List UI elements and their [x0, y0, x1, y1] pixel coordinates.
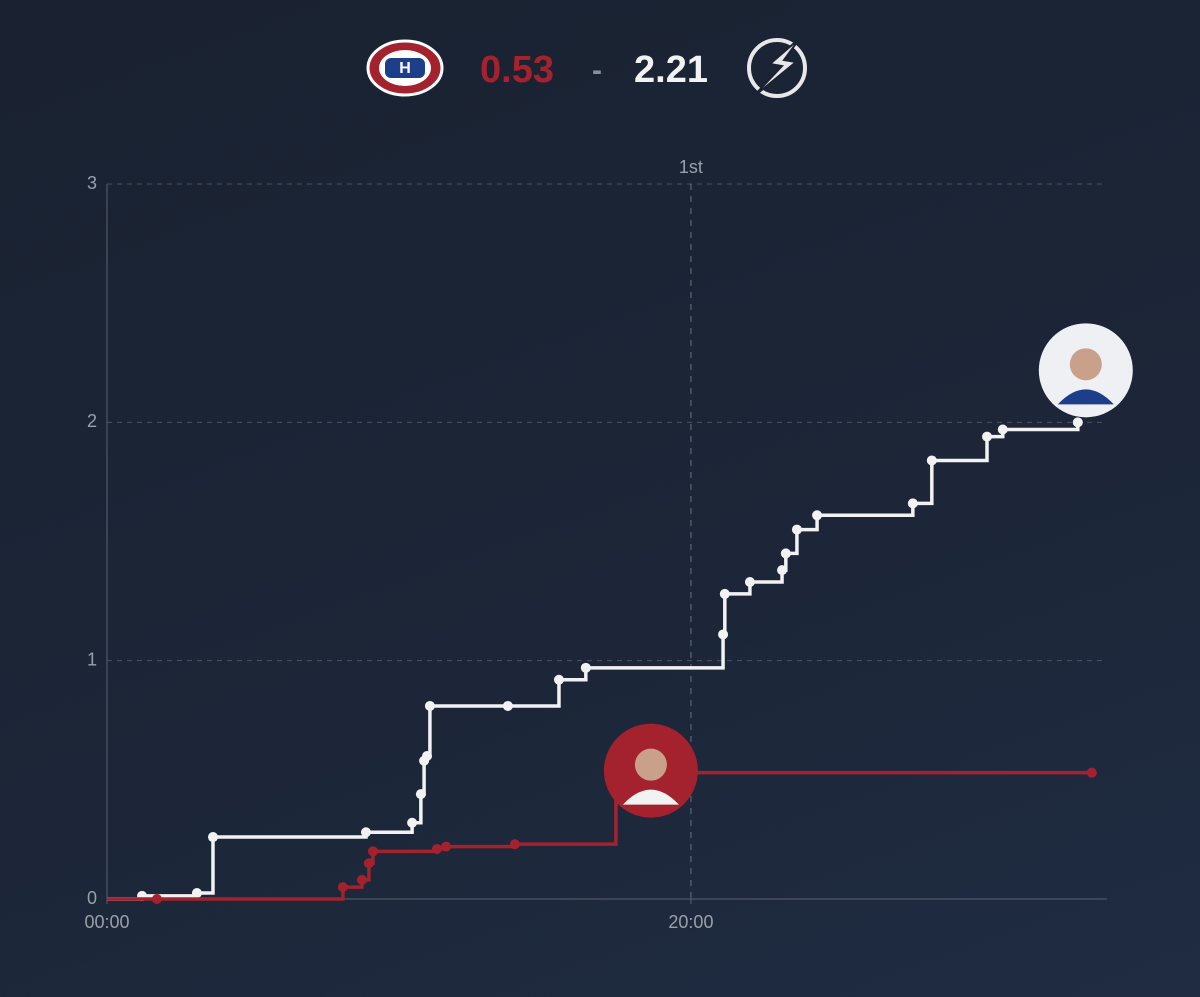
shot-dot	[337, 882, 348, 893]
home-logo: H	[366, 39, 444, 97]
score-separator: -	[592, 54, 602, 87]
shot-dot	[580, 662, 591, 673]
shot-dot	[356, 874, 367, 885]
shot-dot	[367, 846, 378, 857]
shot-dot	[151, 894, 162, 904]
shot-dot	[207, 832, 218, 843]
shot-dot	[719, 588, 730, 599]
y-tick-label: 2	[87, 411, 97, 431]
shot-dot	[1072, 417, 1083, 428]
shot-dot	[431, 843, 442, 854]
shot-dot	[777, 565, 788, 576]
player-avatar-face	[634, 748, 667, 781]
shot-dot	[363, 858, 374, 869]
shot-dot	[744, 577, 755, 588]
shot-dot	[780, 548, 791, 559]
away-score: 2.21	[634, 49, 708, 91]
player-avatar-jersey	[622, 789, 679, 805]
shot-dot	[509, 839, 520, 850]
x-tick-label: 20:00	[668, 912, 713, 932]
shot-dot	[982, 431, 992, 442]
shot-dot	[907, 498, 918, 509]
shot-dot	[926, 455, 937, 466]
shot-dot	[191, 888, 202, 899]
shot-dot	[407, 817, 418, 828]
shot-dot	[360, 827, 371, 838]
shot-dot	[791, 524, 802, 535]
shot-dot	[812, 510, 823, 521]
player-avatar-face	[1069, 348, 1102, 381]
shot-dot	[502, 700, 513, 711]
y-tick-label: 1	[87, 649, 97, 669]
shot-dot	[440, 841, 451, 852]
shot-dot	[997, 424, 1008, 435]
x-tick-label: 00:00	[84, 912, 129, 932]
shot-dot	[553, 674, 564, 685]
shot-dot	[415, 789, 426, 800]
y-tick-label: 3	[87, 173, 97, 193]
svg-text:H: H	[399, 60, 411, 77]
period-label: 1st	[679, 157, 703, 177]
player-avatar-jersey	[1057, 389, 1114, 405]
away-logo	[747, 37, 807, 99]
xg-line	[107, 422, 1080, 901]
shot-dot	[424, 700, 435, 711]
shot-dot	[718, 629, 729, 640]
shot-dot	[422, 751, 432, 761]
y-tick-label: 0	[87, 888, 97, 908]
home-score: 0.53	[480, 49, 554, 91]
shot-dot	[1086, 767, 1097, 778]
